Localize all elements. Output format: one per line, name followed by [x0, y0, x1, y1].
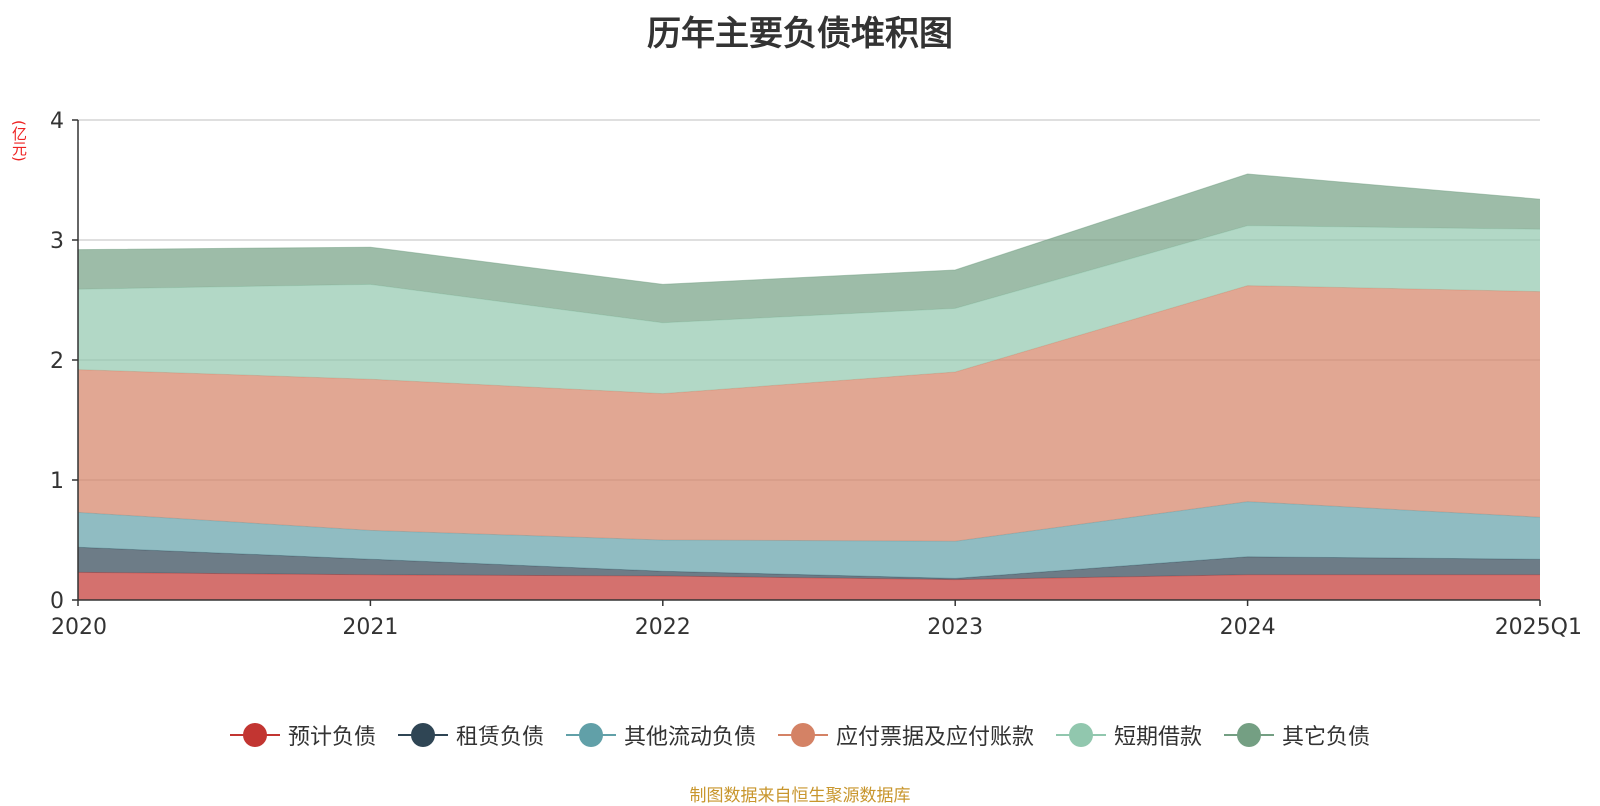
legend-swatch-icon	[397, 723, 448, 747]
legend-swatch-icon	[565, 723, 616, 747]
y-tick-label: 2	[50, 349, 64, 374]
legend-item[interactable]: 租赁负债	[397, 719, 544, 751]
area-series-2	[78, 547, 1540, 580]
legend-item[interactable]: 预计负债	[229, 719, 376, 751]
x-tick-label: 2023	[927, 615, 983, 640]
area-series-5	[78, 225, 1540, 394]
legend-item[interactable]: 其他流动负债	[565, 719, 756, 751]
y-tick-label: 3	[50, 229, 64, 254]
legend-label: 应付票据及应付账款	[836, 725, 1035, 750]
axes	[72, 119, 1541, 606]
x-tick-label: 2020	[51, 615, 107, 640]
y-tick-label: 1	[50, 469, 64, 494]
tick-labels: 0 1 2 3 4 2020 2021 2022 2023 2024 2025Q1	[50, 109, 1582, 640]
legend-swatch-icon	[229, 723, 280, 747]
x-tick-label: 2022	[635, 615, 691, 640]
legend-swatch-icon	[1224, 723, 1275, 747]
y-axis-unit-label: (亿元)	[10, 120, 28, 162]
legend-label: 其它负债	[1282, 725, 1371, 750]
area-series-1	[78, 572, 1540, 600]
area-series-6	[78, 174, 1540, 323]
legend-item[interactable]: 其它负债	[1224, 719, 1370, 751]
legend: 预计负债 租赁负债 其他流动负债 应付票据及应付账款 短期借款 其它负债	[0, 718, 1600, 752]
legend-label: 租赁负债	[455, 725, 544, 750]
legend-label: 短期借款	[1114, 725, 1203, 750]
y-tick-label: 4	[50, 109, 64, 134]
legend-swatch-icon	[1056, 723, 1107, 747]
legend-item[interactable]: 短期借款	[1056, 719, 1202, 751]
chart-title: 历年主要负债堆积图	[647, 14, 953, 54]
area-series-edge-6	[77, 173, 1541, 285]
area-series-group	[77, 173, 1541, 600]
source-note: 制图数据来自恒生聚源数据库	[689, 786, 911, 806]
y-tick-label: 0	[50, 589, 64, 614]
area-series-3	[78, 501, 1540, 579]
area-series-4	[78, 285, 1540, 542]
legend-item[interactable]: 应付票据及应付账款	[778, 719, 1034, 751]
legend-swatch-icon	[778, 723, 828, 747]
legend-label: 其他流动负债	[623, 725, 756, 750]
legend-label: 预计负债	[287, 725, 376, 750]
x-tick-label: 2024	[1220, 615, 1276, 640]
x-tick-label: 2025Q1	[1495, 615, 1582, 640]
x-tick-label: 2021	[342, 615, 398, 640]
